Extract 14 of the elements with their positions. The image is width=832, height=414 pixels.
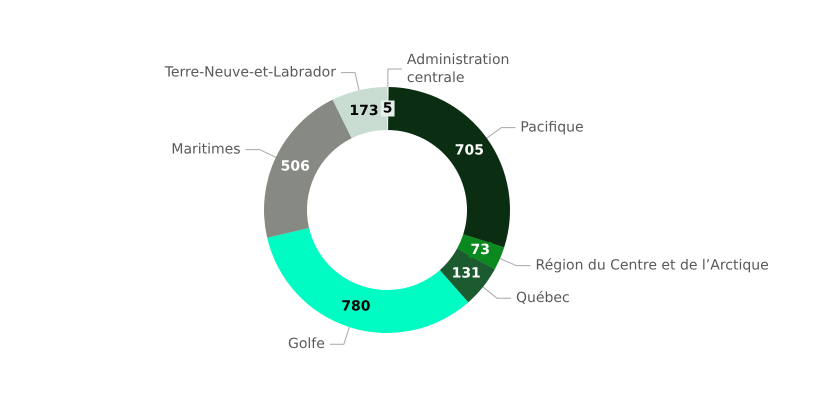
slice-label: Maritimes [171, 142, 241, 158]
slice-label: Golfe [288, 336, 325, 352]
data-label: 780 [341, 298, 371, 315]
slice-label: Terre-Neuve-et-Labrador [164, 64, 336, 81]
data-label: 506 [280, 158, 310, 175]
data-label: 705 [454, 142, 484, 159]
slice-label: Pacifique [520, 120, 584, 136]
data-label: 173 [349, 103, 379, 120]
slice-label: Administration centrale [406, 52, 510, 86]
slice-label: Québec [516, 290, 570, 306]
data-label: 131 [452, 265, 481, 282]
slice-label: Région du Centre et de l’Arctique [536, 258, 769, 274]
data-label: 5 [382, 100, 393, 116]
data-label: 73 [470, 242, 490, 258]
